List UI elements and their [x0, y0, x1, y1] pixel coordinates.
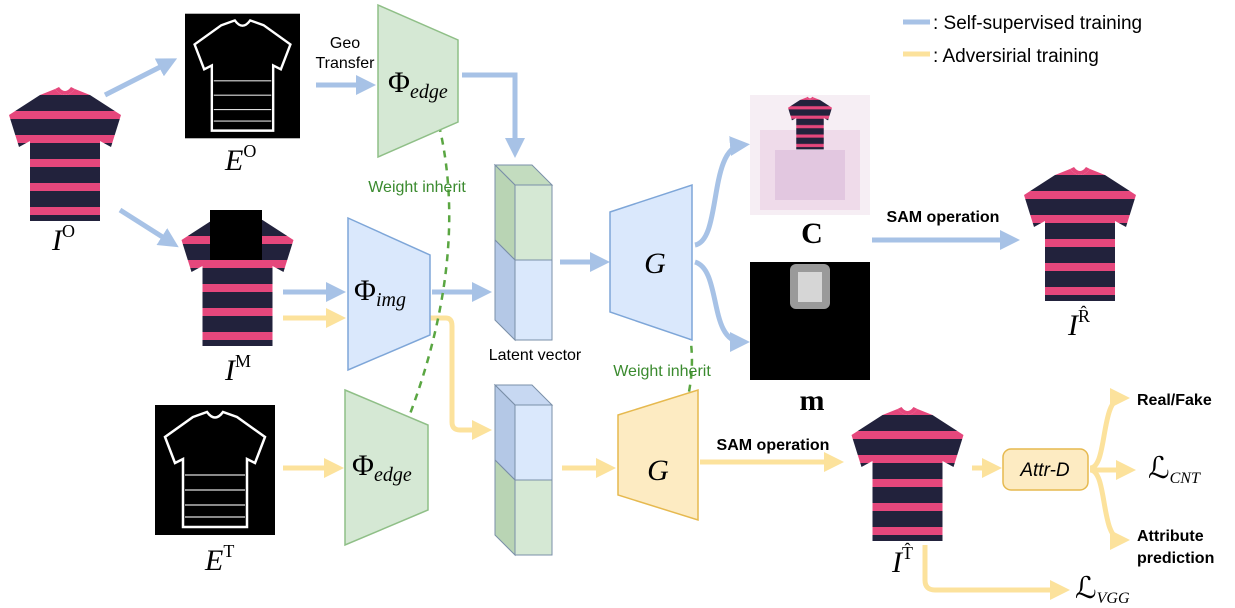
arrow — [103, 58, 178, 98]
node-label: Φedge — [388, 66, 448, 103]
mask-block — [210, 210, 262, 260]
shape — [775, 150, 845, 200]
arrow — [1089, 467, 1130, 550]
image-label: IO — [51, 221, 75, 257]
label-base: ℒ — [1148, 452, 1170, 485]
label-base: I — [1067, 309, 1080, 342]
edge-label: SAM operation — [717, 437, 830, 454]
latent-vector — [493, 163, 554, 342]
image-label: IR̂ — [1067, 305, 1090, 342]
image-reconstructed — [1024, 167, 1136, 301]
edge-label: Geo — [330, 35, 360, 52]
edge-label: Weight inherit — [613, 363, 711, 380]
output-label: ℒCNT — [1148, 452, 1201, 487]
label-base: Φ — [354, 274, 376, 307]
label-sub: img — [376, 289, 406, 311]
label-base: I — [224, 354, 237, 387]
inherit-arrow — [389, 99, 451, 463]
image-encoder — [347, 216, 431, 372]
arrow — [430, 315, 492, 440]
output-label: ℒVGG — [1075, 572, 1130, 607]
image-edge-target — [155, 405, 275, 535]
arrow — [462, 72, 525, 158]
image-mask-output — [750, 262, 870, 380]
shape — [514, 184, 553, 261]
arrow — [693, 259, 750, 352]
image-original — [9, 87, 121, 221]
node-label: G — [647, 454, 669, 487]
image-label: IT̂ — [891, 542, 913, 579]
label-sup: O — [62, 221, 75, 241]
label-sub: CNT — [1170, 470, 1201, 487]
arrow — [1089, 388, 1130, 471]
output-label: Attribute — [1137, 528, 1204, 545]
output-label: Real/Fake — [1137, 392, 1212, 409]
label-sup: M — [235, 351, 251, 371]
shape — [514, 479, 553, 556]
legend-label: : Adversirial training — [933, 46, 1099, 67]
legend-label: : Self-supervised training — [933, 13, 1142, 34]
label-base: Φ — [388, 66, 410, 99]
label-base: ℒ — [1075, 572, 1097, 605]
label-sub: edge — [410, 81, 448, 103]
generator — [617, 388, 699, 522]
node-label: Latent vector — [489, 347, 582, 364]
edge-encoder — [377, 3, 459, 159]
shape — [514, 404, 553, 481]
label-sup: T — [223, 541, 234, 561]
node-label: Φimg — [354, 274, 406, 311]
image-transferred — [851, 407, 964, 541]
node-label: Attr-D — [1019, 460, 1070, 481]
label-base: I — [51, 224, 64, 257]
image-label: EO — [224, 141, 256, 177]
edge-encoder — [344, 388, 429, 547]
output-label: prediction — [1137, 550, 1214, 567]
latent-vector — [493, 383, 554, 557]
label-sup: O — [243, 141, 256, 161]
image-label: C — [801, 217, 823, 250]
label-base: I — [891, 546, 904, 579]
shape — [798, 272, 822, 302]
image-label: ET — [204, 541, 234, 577]
generator — [609, 183, 693, 342]
image-edge-original — [185, 12, 300, 140]
image-color-output — [750, 95, 870, 215]
label-sub: edge — [374, 464, 412, 486]
image-label: IM — [224, 351, 251, 387]
arrow — [694, 136, 750, 248]
discriminator — [1002, 448, 1089, 491]
edge-label: Weight inherit — [368, 179, 466, 196]
label-sup: R̂ — [1078, 305, 1090, 326]
image-label: m — [800, 384, 825, 417]
edge-label: Transfer — [316, 55, 376, 72]
label-base: E — [204, 544, 223, 577]
arrow — [922, 545, 1070, 600]
label-sup: T̂ — [902, 542, 913, 563]
arrow — [118, 207, 179, 248]
label-sub: VGG — [1097, 590, 1130, 607]
shape — [514, 259, 553, 341]
label-base: E — [224, 144, 243, 177]
label-base: Φ — [352, 449, 374, 482]
edge-label: SAM operation — [887, 209, 1000, 226]
node-label: Φedge — [352, 449, 412, 486]
node-label: G — [644, 247, 666, 280]
